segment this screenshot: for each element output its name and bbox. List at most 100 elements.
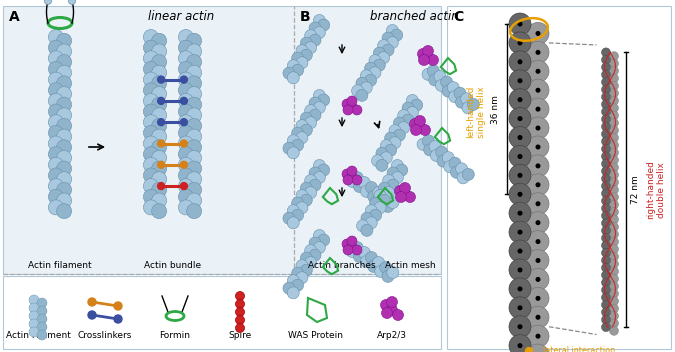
Circle shape — [152, 193, 167, 208]
Circle shape — [152, 76, 167, 91]
Circle shape — [143, 83, 159, 98]
Circle shape — [509, 183, 531, 205]
Circle shape — [601, 152, 610, 161]
Circle shape — [37, 298, 47, 308]
Circle shape — [300, 264, 313, 276]
Circle shape — [601, 233, 610, 243]
Circle shape — [527, 117, 549, 139]
Circle shape — [387, 296, 398, 308]
Circle shape — [427, 65, 439, 77]
Circle shape — [152, 87, 167, 101]
Circle shape — [536, 51, 540, 54]
Circle shape — [601, 285, 610, 295]
Circle shape — [152, 97, 167, 112]
Circle shape — [610, 185, 618, 194]
Text: Crosslinkers: Crosslinkers — [78, 331, 132, 340]
Circle shape — [143, 168, 159, 183]
Circle shape — [527, 287, 549, 309]
Circle shape — [385, 144, 397, 156]
Circle shape — [536, 315, 540, 319]
Circle shape — [434, 70, 446, 82]
Circle shape — [143, 178, 159, 194]
Circle shape — [429, 74, 441, 86]
Circle shape — [29, 319, 39, 329]
Circle shape — [347, 242, 357, 252]
Circle shape — [456, 96, 467, 108]
Circle shape — [292, 197, 304, 209]
Circle shape — [509, 51, 531, 73]
Circle shape — [292, 127, 304, 139]
Circle shape — [361, 224, 373, 236]
Circle shape — [352, 105, 362, 115]
Circle shape — [347, 96, 357, 106]
Circle shape — [365, 182, 377, 194]
Circle shape — [518, 117, 522, 120]
Circle shape — [57, 119, 72, 133]
Circle shape — [527, 212, 549, 234]
Circle shape — [518, 98, 522, 101]
Circle shape — [610, 89, 618, 98]
Circle shape — [49, 178, 63, 194]
Circle shape — [410, 125, 421, 136]
Circle shape — [509, 164, 531, 186]
Text: left-handed
single helix: left-handed single helix — [466, 86, 486, 138]
Circle shape — [418, 49, 429, 59]
Circle shape — [509, 126, 531, 149]
Circle shape — [309, 109, 321, 121]
Circle shape — [423, 135, 434, 147]
Circle shape — [365, 205, 377, 217]
Circle shape — [49, 30, 63, 44]
Circle shape — [610, 282, 618, 291]
Circle shape — [186, 76, 202, 91]
Circle shape — [462, 102, 474, 114]
Circle shape — [178, 40, 193, 55]
Circle shape — [527, 98, 549, 120]
Circle shape — [536, 334, 540, 338]
Circle shape — [342, 99, 352, 109]
Circle shape — [296, 57, 308, 69]
Circle shape — [527, 344, 549, 352]
Circle shape — [180, 161, 188, 168]
FancyBboxPatch shape — [447, 6, 671, 349]
Circle shape — [435, 80, 448, 92]
Circle shape — [387, 304, 398, 315]
Circle shape — [88, 298, 96, 306]
Circle shape — [410, 119, 421, 130]
Circle shape — [396, 164, 408, 176]
Circle shape — [387, 266, 399, 278]
Circle shape — [300, 37, 313, 49]
Circle shape — [392, 309, 404, 321]
Circle shape — [186, 55, 202, 70]
Circle shape — [178, 104, 193, 119]
Circle shape — [610, 312, 618, 320]
Circle shape — [152, 108, 167, 123]
Circle shape — [601, 204, 610, 213]
Circle shape — [442, 85, 454, 97]
Circle shape — [186, 161, 202, 176]
Circle shape — [57, 76, 72, 91]
Circle shape — [352, 85, 364, 97]
Circle shape — [370, 197, 381, 209]
Circle shape — [68, 0, 76, 5]
Circle shape — [288, 217, 299, 229]
Circle shape — [57, 182, 72, 197]
Circle shape — [304, 42, 317, 54]
Circle shape — [178, 200, 193, 215]
Circle shape — [518, 79, 522, 83]
Circle shape — [536, 145, 540, 149]
Circle shape — [143, 157, 159, 172]
Circle shape — [304, 30, 317, 42]
Circle shape — [391, 29, 403, 41]
Circle shape — [381, 300, 392, 310]
Circle shape — [509, 145, 531, 168]
Circle shape — [143, 104, 159, 119]
Circle shape — [509, 13, 531, 35]
Circle shape — [536, 32, 540, 35]
Circle shape — [536, 259, 540, 262]
Circle shape — [373, 59, 385, 71]
Circle shape — [610, 230, 618, 239]
Circle shape — [610, 297, 618, 306]
Circle shape — [509, 108, 531, 130]
Text: right-handed
double helix: right-handed double helix — [646, 160, 666, 219]
Circle shape — [178, 136, 193, 151]
